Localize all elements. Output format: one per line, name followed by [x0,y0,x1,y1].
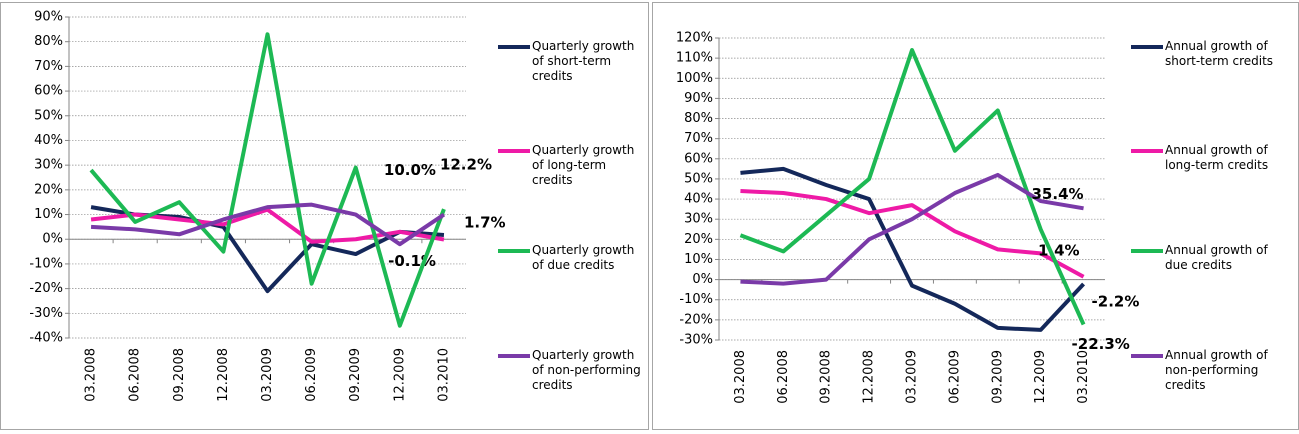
y-tick-label: 40% [34,133,63,148]
series-line [739,48,1086,326]
y-tick-label: 30% [684,212,713,227]
y-tick-label: -20% [679,312,713,327]
legend-entry: Quarterly growth of short-term credits [498,39,647,84]
legend-swatch [498,249,530,253]
x-tick-label: 12.2009 [1033,350,1048,404]
legend-swatch [498,149,530,153]
data-label: -2.2% [1092,293,1140,311]
y-tick-label: 80% [684,111,713,126]
legend-label: Annual growth of non-performing credits [1165,348,1268,392]
legend-swatch [1131,249,1163,253]
legend-entry: Quarterly growth of due credits [498,243,647,273]
y-tick-label: 0% [42,232,63,247]
y-tick-label: 60% [34,84,63,99]
legend-label: Annual growth of due credits [1165,243,1268,272]
y-tick-label: 90% [684,91,713,106]
data-label: 1.4% [1038,241,1080,259]
y-tick-label: 80% [34,34,63,49]
legend-label: Quarterly growth of long-term credits [532,143,635,187]
x-tick-label: 12.2008 [216,348,231,402]
legend-entry: Annual growth of long-term credits [1131,143,1280,173]
x-tick-label: 03.2008 [733,350,748,404]
data-label: 1.7% [464,214,506,232]
y-tick-label: 40% [684,192,713,207]
y-tick-label: 100% [676,71,713,86]
x-tick-label: 12.2008 [862,350,877,404]
legend-swatch [1131,45,1163,49]
series-line [89,32,446,328]
y-tick-label: -20% [29,281,63,296]
x-tick-label: 03.2009 [905,350,920,404]
legend-entry: Annual growth of due credits [1131,243,1280,273]
x-tick-label: 06.2009 [304,348,319,402]
data-label: -22.3% [1072,335,1130,353]
legend-entry: Quarterly growth of long-term credits [498,143,647,188]
legend-swatch [1131,354,1163,358]
chart-panel: -30% -20% -10% 0% 10% 20% 30% 40% 50% 60% 70% 80% 90… [652,2,1299,430]
legend-swatch [1131,149,1163,153]
x-tick-label: 09.2008 [172,348,187,402]
series-line [740,166,1086,332]
x-tick-label: 09.2008 [819,350,834,404]
y-tick-label: 50% [684,171,713,186]
x-tick-label: 06.2009 [947,350,962,404]
legend-label: Quarterly growth of non-performing credi… [532,348,641,392]
x-tick-label: 03.2008 [84,348,99,402]
legend-entry: Annual growth of non-performing credits [1131,348,1280,393]
y-tick-label: 30% [34,158,63,173]
legend-label: Quarterly growth of due credits [532,243,635,272]
data-label: 10.0% [384,161,436,179]
y-tick-label: 70% [684,131,713,146]
x-tick-label: 03.2010 [1076,350,1091,404]
y-tick-label: 20% [684,232,713,247]
legend-swatch [498,45,530,49]
legend-label: Annual growth of short-term credits [1165,39,1274,68]
y-tick-label: 20% [34,182,63,197]
legend-label: Annual growth of long-term credits [1165,143,1269,172]
x-tick-label: 06.2008 [128,348,143,402]
series-line [740,189,1085,279]
x-tick-label: 06.2008 [776,350,791,404]
legend-entry: Annual growth of short-term credits [1131,39,1280,69]
y-tick-label: 120% [676,31,713,46]
y-tick-label: 50% [34,108,63,123]
y-tick-label: -10% [29,256,63,271]
y-tick-label: 10% [34,207,63,222]
y-tick-label: 110% [676,51,713,66]
chart: -40% -30% -20% -10% 0% 10% 20% 30% 40% 50% 60% 70% 8… [29,10,506,402]
y-tick-label: 10% [684,252,713,267]
chart: -30% -20% -10% 0% 10% 20% 30% 40% 50% 60% 70% 80% 90… [676,31,1140,404]
series-line [90,202,446,247]
legend-label: Quarterly growth of short-term credits [532,39,635,83]
chart-panel: -40% -30% -20% -10% 0% 10% 20% 30% 40% 50% 60% 70% 8… [0,2,649,430]
x-tick-label: 09.2009 [348,348,363,402]
x-tick-label: 12.2009 [392,348,407,402]
legend-entry: Quarterly growth of non-performing credi… [498,348,647,393]
y-tick-label: 60% [684,151,713,166]
legend-swatch [498,354,530,358]
series-line [740,172,1084,286]
data-label: 12.2% [440,156,492,174]
y-tick-label: -30% [679,333,713,348]
y-tick-label: -40% [29,331,63,346]
y-tick-label: 90% [34,10,63,25]
y-tick-label: -10% [679,292,713,307]
y-tick-label: -30% [29,306,63,321]
x-tick-label: 03.2010 [436,348,451,402]
x-tick-label: 03.2009 [260,348,275,402]
x-tick-label: 09.2009 [990,350,1005,404]
y-tick-label: 70% [34,59,63,74]
y-tick-label: 0% [692,272,713,287]
data-label: 35.4% [1032,185,1084,203]
